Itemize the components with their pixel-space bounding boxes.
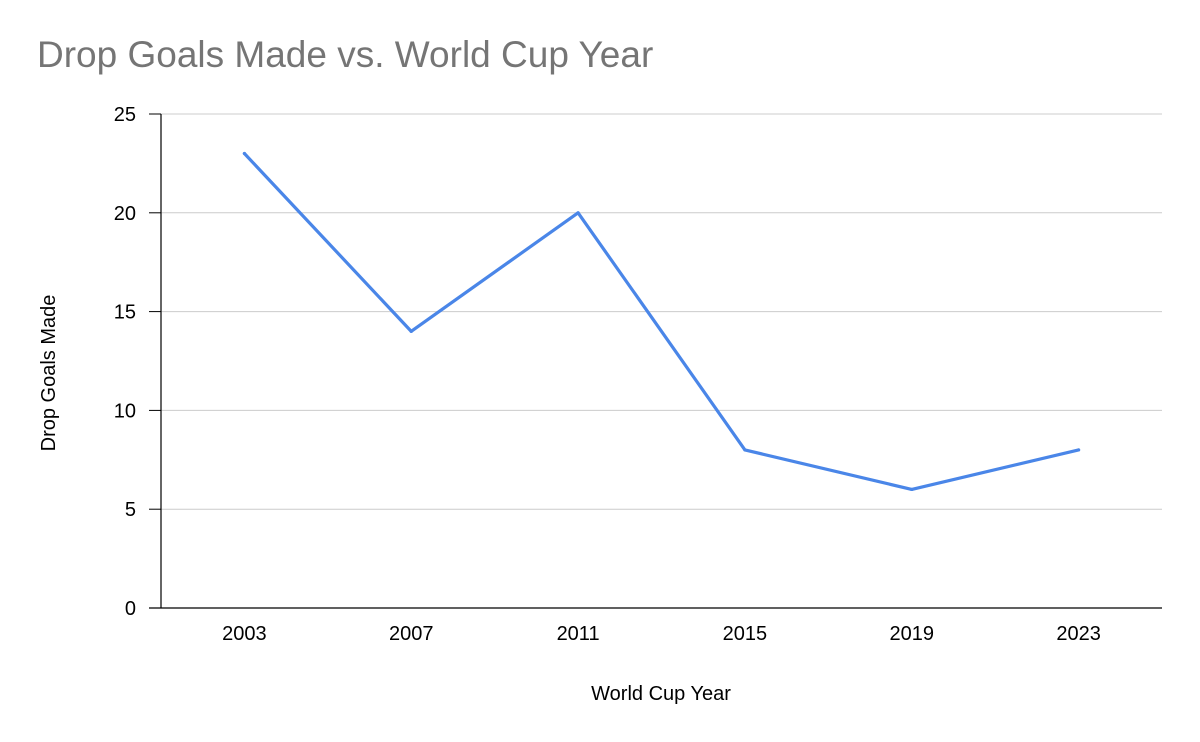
chart-title: Drop Goals Made vs. World Cup Year: [37, 34, 654, 75]
y-tick-label: 0: [125, 598, 136, 620]
y-tick-label: 5: [125, 499, 136, 521]
x-tick-label: 2007: [389, 623, 434, 645]
y-tick-label: 15: [114, 302, 136, 324]
y-tick-label: 10: [114, 400, 136, 422]
x-tick-label: 2019: [890, 623, 935, 645]
axes: [149, 114, 1162, 609]
data-point: [910, 487, 914, 492]
x-tick-label: 2015: [723, 623, 768, 645]
data-point: [242, 151, 247, 156]
y-axis-ticks: 0 5 10 15 20 25: [114, 104, 161, 620]
x-axis-label: World Cup Year: [591, 683, 731, 705]
data-point: [409, 329, 413, 333]
y-axis-label: Drop Goals Made: [38, 295, 60, 452]
gridlines: [161, 113, 1162, 510]
y-tick-label: 25: [114, 104, 136, 126]
series-line: [242, 151, 1081, 492]
x-tick-label: 2003: [222, 623, 267, 645]
y-tick-label: 20: [114, 203, 136, 225]
x-tick-label: 2011: [557, 623, 600, 645]
series-group: [242, 151, 1081, 492]
data-point: [1076, 448, 1081, 452]
data-point: [576, 211, 580, 215]
data-point: [743, 448, 747, 452]
x-tick-label: 2023: [1056, 623, 1101, 645]
x-axis-ticks: 2003 2007 2011 2015 2019 2023: [222, 623, 1101, 645]
